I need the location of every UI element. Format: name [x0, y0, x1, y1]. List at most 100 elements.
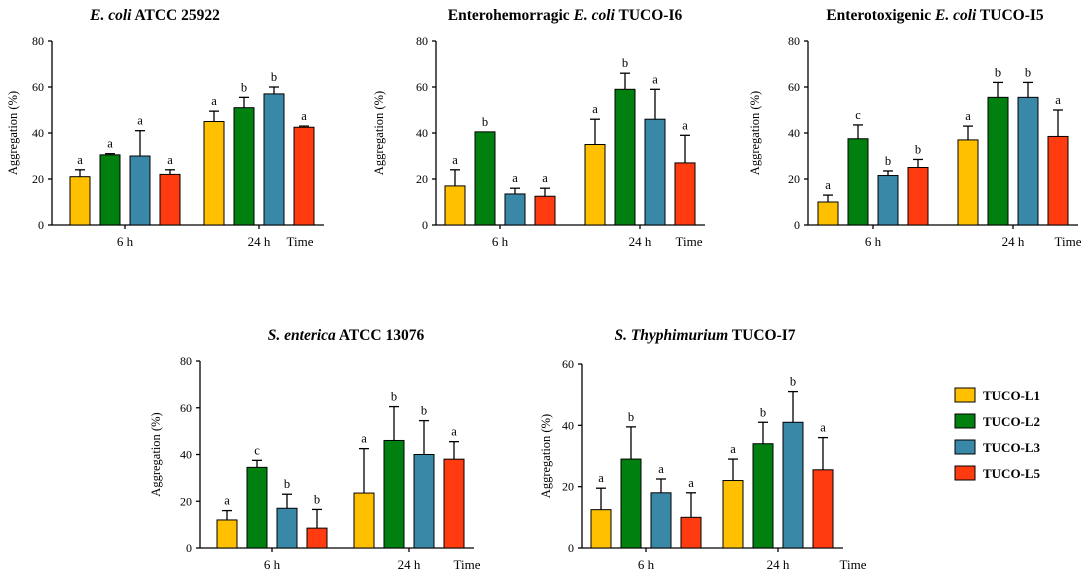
- chart-title-part: ATCC 13076: [336, 327, 425, 344]
- x-axis-label-time: Time: [676, 234, 703, 249]
- bar: [987, 96, 1009, 226]
- legend-label: TUCO-L3: [983, 440, 1041, 455]
- y-tick-label: 40: [180, 448, 192, 462]
- bar: [620, 458, 642, 549]
- chart-panel: S. enterica ATCC 13076 0 20 40 60 80 Aggregati…: [149, 327, 481, 572]
- x-category-label: 24 h: [767, 557, 790, 572]
- significance-letter: b: [314, 492, 320, 506]
- bar: [383, 439, 405, 549]
- bar: [1047, 135, 1069, 226]
- bar: [474, 131, 496, 226]
- x-category-label: 6 h: [638, 557, 655, 572]
- bar: [99, 154, 121, 226]
- significance-letter: a: [592, 102, 598, 116]
- y-axis-label: Aggregation (%): [372, 91, 386, 175]
- chart-panel: Enterotoxigenic E. coli TUCO-I5 0 20 40 60 80…: [748, 7, 1082, 249]
- significance-letter: a: [1055, 93, 1061, 107]
- y-axis-label: Aggregation (%): [149, 412, 163, 496]
- bar: [306, 527, 328, 549]
- chart-title-part: ATCC 25922: [131, 7, 220, 24]
- significance-letter: a: [820, 421, 826, 435]
- bar: [534, 195, 556, 226]
- bar: [276, 507, 298, 549]
- y-tick-label: 0: [794, 218, 800, 232]
- bar: [812, 469, 834, 549]
- x-category-label: 24 h: [248, 234, 271, 249]
- x-axis-label-time: Time: [840, 557, 867, 572]
- significance-letter: b: [885, 154, 891, 168]
- chart-title-part: TUCO-I6: [615, 7, 683, 24]
- bar: [353, 492, 375, 549]
- chart-title: Enterotoxigenic E. coli TUCO-I5: [826, 7, 1044, 24]
- bar: [584, 144, 606, 226]
- chart-panel: E. coli ATCC 25922 0 20 40 60 80 Aggregation (…: [6, 7, 324, 249]
- significance-letter: c: [254, 443, 260, 457]
- chart-title-part: TUCO-I5: [976, 7, 1044, 24]
- y-axis-label: Aggregation (%): [748, 91, 762, 175]
- bar: [444, 185, 466, 226]
- x-axis-label-time: Time: [287, 234, 314, 249]
- bar: [817, 201, 839, 226]
- significance-letter: a: [452, 153, 458, 167]
- chart-title: S. Thyphimurium TUCO-I7: [614, 327, 795, 344]
- significance-letter: a: [77, 153, 83, 167]
- significance-letter: a: [598, 471, 604, 485]
- bar: [590, 509, 612, 549]
- chart-title: Enterohemorragic E. coli TUCO-I6: [448, 7, 683, 24]
- bar: [877, 175, 899, 226]
- significance-letter: b: [1025, 65, 1031, 79]
- legend-label: TUCO-L2: [983, 414, 1040, 429]
- x-category-label: 24 h: [398, 557, 421, 572]
- y-tick-label: 20: [788, 172, 800, 186]
- bar: [413, 454, 435, 549]
- y-tick-label: 60: [416, 80, 428, 94]
- bar: [129, 155, 151, 226]
- significance-letter: b: [760, 405, 766, 419]
- significance-letter: a: [652, 72, 658, 86]
- chart-title-part: E. coli: [573, 7, 616, 24]
- significance-letter: a: [512, 171, 518, 185]
- significance-letter: a: [167, 153, 173, 167]
- chart-title: S. enterica ATCC 13076: [268, 327, 425, 344]
- x-category-label: 6 h: [492, 234, 509, 249]
- significance-letter: a: [107, 137, 113, 151]
- significance-letter: c: [855, 108, 861, 122]
- bar: [504, 193, 526, 226]
- bar: [263, 93, 285, 226]
- chart-title-part: TUCO-I7: [728, 327, 796, 344]
- significance-letter: b: [482, 115, 488, 129]
- significance-letter: a: [137, 114, 143, 128]
- y-tick-label: 20: [416, 172, 428, 186]
- significance-letter: a: [688, 476, 694, 490]
- bar: [752, 443, 774, 549]
- bar: [957, 139, 979, 226]
- legend-label: TUCO-L1: [983, 388, 1040, 403]
- significance-letter: b: [995, 65, 1001, 79]
- bar: [644, 118, 666, 226]
- bar: [614, 88, 636, 226]
- significance-letter: a: [965, 109, 971, 123]
- chart-title-part: Enterohemorragic: [448, 7, 574, 24]
- chart-title-part: S. Thyphimurium: [614, 327, 728, 344]
- x-category-label: 24 h: [1002, 234, 1025, 249]
- y-tick-label: 80: [32, 34, 44, 48]
- significance-letter: b: [284, 477, 290, 491]
- y-tick-label: 40: [562, 418, 574, 432]
- significance-letter: b: [790, 375, 796, 389]
- significance-letter: a: [301, 109, 307, 123]
- significance-letter: a: [451, 425, 457, 439]
- y-tick-label: 40: [32, 126, 44, 140]
- bar: [907, 167, 929, 226]
- significance-letter: b: [241, 80, 247, 94]
- significance-letter: b: [622, 56, 628, 70]
- chart-panel: Enterohemorragic E. coli TUCO-I6 0 20 40 60 8…: [372, 7, 705, 249]
- legend-swatch: [954, 439, 976, 455]
- bar: [650, 492, 672, 549]
- bar: [233, 107, 255, 226]
- legend-label: TUCO-L5: [983, 466, 1041, 481]
- y-tick-label: 60: [32, 80, 44, 94]
- chart-title-part: S. enterica: [268, 327, 336, 344]
- x-category-label: 6 h: [264, 557, 281, 572]
- bar: [216, 519, 238, 549]
- y-tick-label: 40: [416, 126, 428, 140]
